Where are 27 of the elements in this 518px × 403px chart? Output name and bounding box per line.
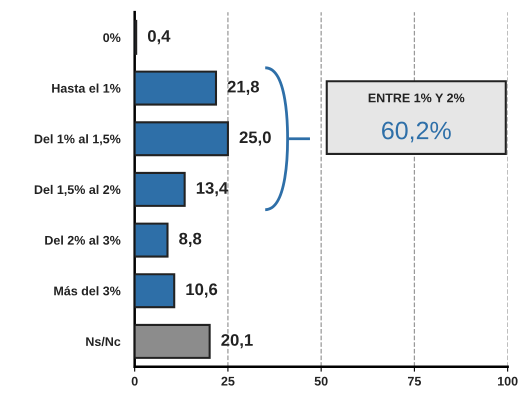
data-label: 8,8 [179, 232, 202, 247]
data-label: 0,4 [148, 30, 170, 44]
bar [134, 121, 229, 156]
y-tick-label: Más del 3% [54, 286, 120, 296]
x-tick-label: 75 [408, 376, 422, 386]
x-tick-label: 100 [498, 376, 518, 386]
data-label: 10,6 [186, 283, 218, 298]
data-label: 13,4 [196, 182, 228, 196]
bar [134, 70, 218, 106]
y-tick-label: Hasta el 1% [52, 84, 120, 93]
data-label: 20,1 [221, 334, 253, 348]
bar [134, 324, 211, 359]
y-tick-label: Del 1,5% al 2% [34, 184, 120, 196]
annotation: 60,2% [382, 122, 451, 142]
data-label: 25,0 [240, 131, 271, 146]
y-tick-label: Del 1% al 1,5% [34, 134, 120, 146]
x-tick-label: 50 [314, 376, 328, 386]
bar [134, 222, 169, 258]
bar [134, 172, 186, 207]
y-tick-label: 0% [103, 33, 120, 42]
y-tick-label: Ns/Nc [86, 336, 120, 346]
annotation: ENTRE 1% Y 2% [368, 93, 464, 102]
bar [134, 273, 176, 308]
y-tick-label: Del 2% al 3% [45, 236, 120, 245]
x-tick-label: 0 [132, 376, 138, 386]
x-tick-label: 25 [221, 376, 235, 386]
data-label: 21,8 [228, 80, 260, 95]
